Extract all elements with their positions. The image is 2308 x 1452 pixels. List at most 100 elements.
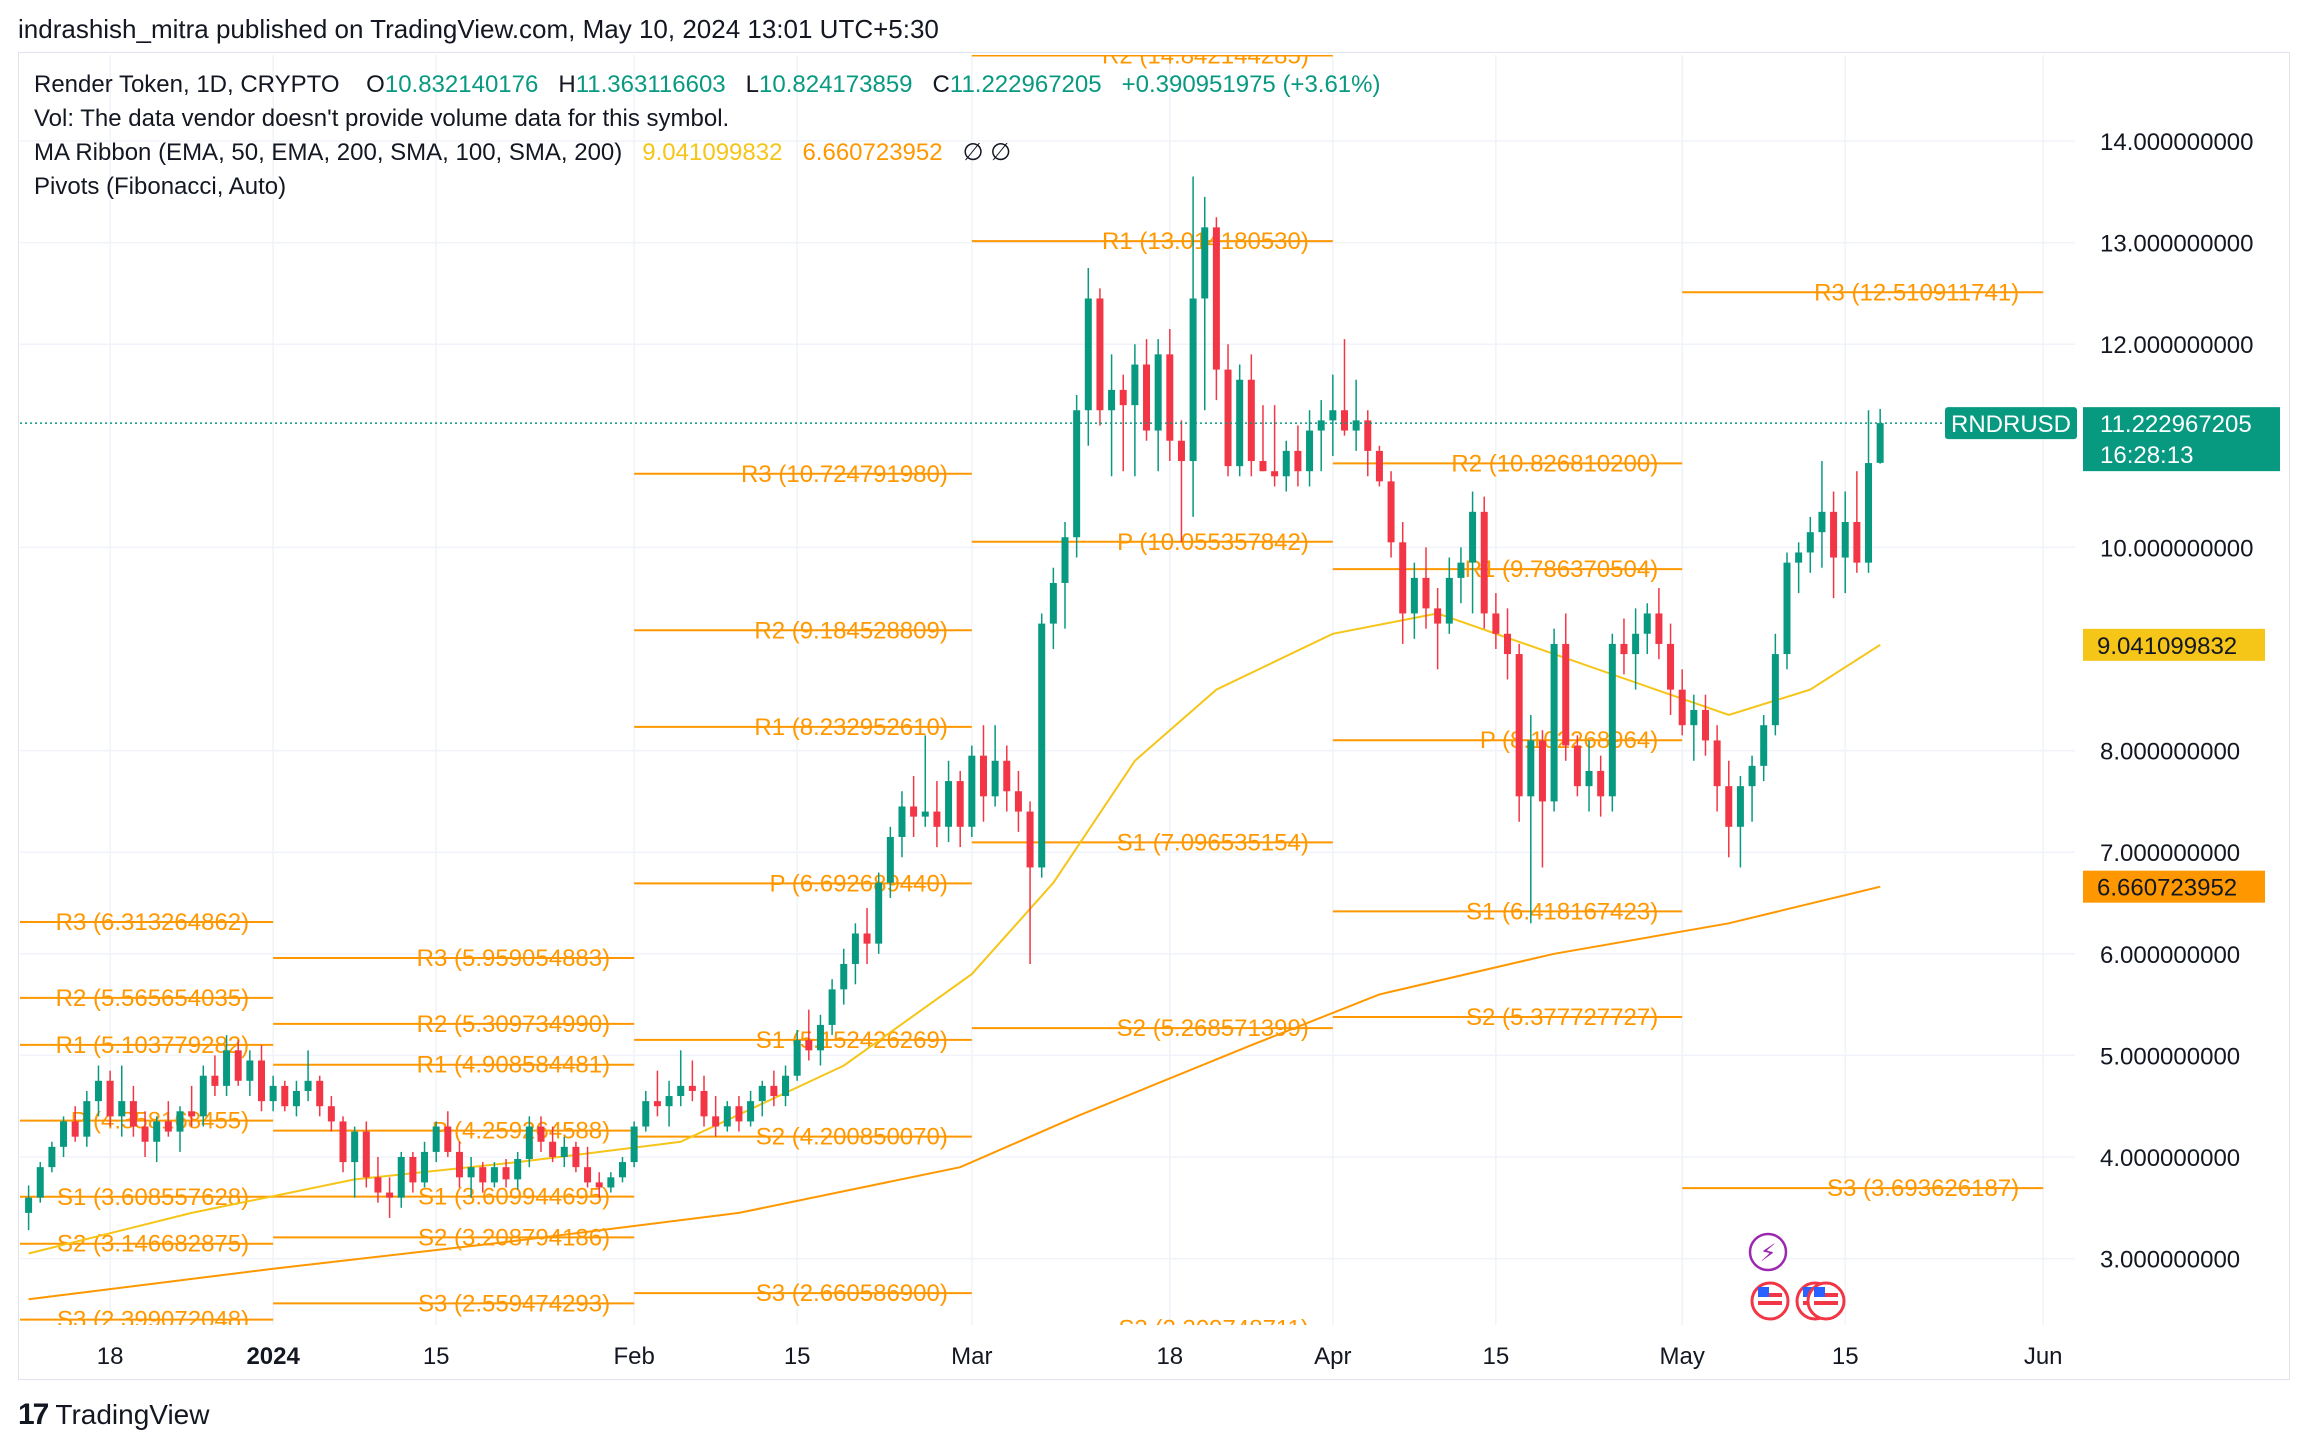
pivot-label-p: P (4.259264588) (432, 1118, 610, 1145)
time-tick-label: 15 (1832, 1343, 1859, 1370)
legend-low-value: 10.824173859 (759, 71, 913, 98)
candle-up (1783, 562, 1791, 655)
pivot-label-s3: S3 (2.399072048) (57, 1307, 249, 1334)
candle-down (1177, 440, 1185, 462)
pivot-label-s1: S1 (3.609944695) (418, 1184, 610, 1211)
candle-down (164, 1121, 172, 1132)
footer-brand-name: TradingView (55, 1399, 210, 1430)
legend-empty-values: ∅ ∅ (962, 139, 1012, 166)
time-tick-label: 15 (423, 1343, 450, 1370)
candle-up (560, 1146, 568, 1157)
candle-up (351, 1131, 359, 1163)
time-tick-label: 15 (784, 1343, 811, 1370)
candle-up (514, 1159, 522, 1180)
pivot-label-r2: R2 (9.184528809) (754, 617, 947, 644)
pivot-label-s1: S1 (7.096535154) (1117, 829, 1309, 856)
price-tick-label: 4.000000000 (2100, 1145, 2240, 1172)
pivot-label-s3: S3 (2.660586900) (756, 1280, 948, 1307)
legend-volume-row[interactable]: Vol: The data vendor doesn't provide vol… (34, 105, 730, 132)
legend-close-label: C (932, 71, 950, 98)
legend-open-label: O (366, 71, 385, 98)
candle-down (1713, 740, 1721, 787)
candle-up (1457, 562, 1465, 578)
legend-high-value: 11.363116603 (575, 71, 726, 98)
ema200-tag (2083, 870, 2265, 903)
candle-up (83, 1101, 91, 1137)
candle-up (25, 1197, 33, 1213)
candle-down (1655, 613, 1663, 644)
flag-stripe (1758, 1301, 1782, 1305)
ema200-line (28, 885, 1881, 1301)
candle-up (1329, 410, 1337, 421)
candle-up (1736, 786, 1744, 827)
countdown-value: 16:28:13 (2100, 442, 2193, 469)
candle-up (665, 1096, 673, 1107)
candle-down (956, 781, 964, 827)
symbol-tag (1945, 407, 2077, 440)
candle-up (945, 781, 953, 827)
candle-up (607, 1177, 615, 1188)
flag-stripe (1814, 1301, 1838, 1305)
candle-up (432, 1126, 440, 1152)
chart-plot-area: R3 (6.313264862) R2 (5.565654035) R1 (5.10… (20, 55, 2044, 1343)
pivot-label-s2: S2 (5.377727727) (1466, 1004, 1658, 1031)
candle-down (979, 755, 987, 797)
candle-down (327, 1106, 335, 1122)
candle-up (921, 811, 929, 817)
candle-up (1876, 423, 1884, 463)
candle-down (1340, 410, 1348, 431)
candle-down (653, 1101, 661, 1107)
candle-up (48, 1146, 56, 1168)
candle-down (409, 1157, 417, 1183)
candle-up (1352, 420, 1360, 431)
candle-up (1306, 430, 1314, 472)
flag-stripe (1814, 1293, 1838, 1297)
time-tick-label: Jun (2024, 1343, 2063, 1370)
candle-up (1795, 552, 1803, 563)
legend-pivots-row[interactable]: Pivots (Fibonacci, Auto) (34, 173, 287, 200)
legend-ma-ribbon-row[interactable]: MA Ribbon (EMA, 50, EMA, 200, SMA, 100, … (34, 136, 1381, 170)
candle-up (1236, 379, 1244, 467)
chart-legend: Render Token, 1D, CRYPTO O10.832140176 H… (34, 68, 1381, 204)
candle-down (595, 1182, 603, 1188)
candle-down (479, 1167, 487, 1183)
candle-up (1585, 770, 1593, 787)
candle-up (1806, 532, 1814, 553)
candle-down (1538, 740, 1546, 802)
last-price-value: 11.222967205 (2100, 411, 2252, 438)
candle-down (1224, 369, 1232, 467)
candle-up (36, 1167, 44, 1198)
candle-up (1201, 227, 1209, 299)
candle-down (688, 1085, 696, 1091)
pivot-label-s3: S3 (2.559474293) (418, 1290, 610, 1317)
candle-up (677, 1085, 685, 1097)
candle-up (1131, 364, 1139, 406)
candle-down (1375, 450, 1383, 482)
time-tick-label: Mar (951, 1343, 992, 1370)
price-tick-label: 6.000000000 (2100, 942, 2240, 969)
legend-symbol[interactable]: Render Token, 1D, CRYPTO (34, 71, 340, 98)
candle-down (1259, 461, 1267, 472)
pivot-label-p: P (10.055357842) (1117, 529, 1309, 556)
candle-up (898, 806, 906, 837)
flag-canton (1803, 1287, 1814, 1297)
candle-down (1364, 420, 1372, 451)
pivot-label-r2: R2 (10.826810200) (1451, 450, 1658, 477)
candle-down (537, 1126, 545, 1142)
footer-brand[interactable]: 17 TradingView (18, 1398, 209, 1432)
candle-up (1154, 354, 1162, 431)
candle-down (1504, 633, 1512, 655)
candle-down (1014, 791, 1022, 812)
legend-ohlc-row: Render Token, 1D, CRYPTO O10.832140176 H… (34, 68, 1381, 102)
candle-up (875, 882, 883, 944)
ema50-tag-value: 9.041099832 (2097, 633, 2237, 660)
candle-down (584, 1167, 592, 1183)
candle-up (1049, 582, 1057, 624)
candle-up (1550, 643, 1558, 802)
pivot-label-s3: S3 (2.309748711) (1118, 1316, 1308, 1343)
pivot-label-s2: S2 (5.268571399) (1117, 1015, 1309, 1042)
candle-down (316, 1080, 324, 1107)
candle-down (374, 1177, 382, 1193)
candle-up (421, 1151, 429, 1183)
